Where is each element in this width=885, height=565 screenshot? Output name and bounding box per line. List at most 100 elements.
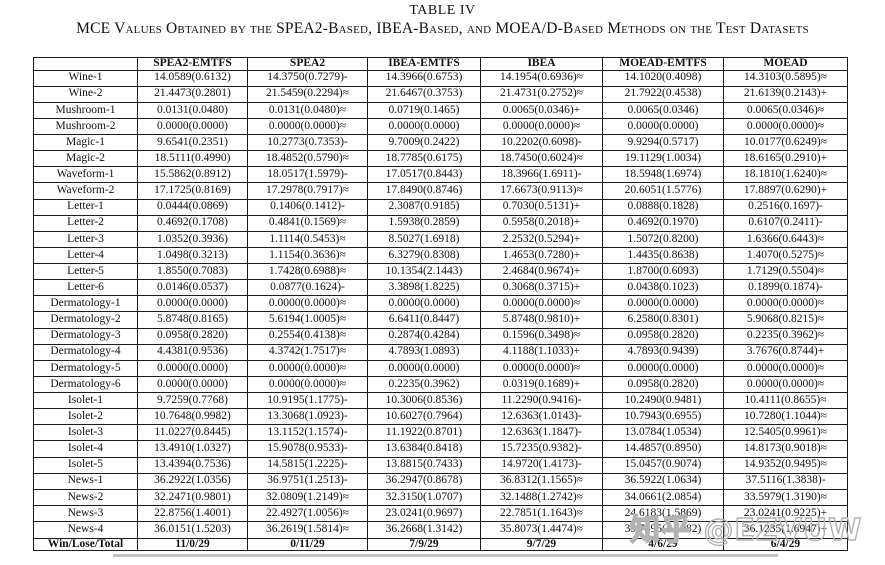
value-cell: 0.2516(0.1697)- bbox=[723, 198, 848, 216]
value-cell: 6.6411(0.8447) bbox=[367, 311, 481, 329]
footer-cell: 6/4/29 bbox=[723, 537, 848, 551]
value-cell: 18.6165(0.2910)+ bbox=[723, 150, 848, 168]
value-cell: 0.0000(0.0000) bbox=[602, 359, 724, 377]
value-cell: 32.2471(0.9801) bbox=[137, 488, 248, 506]
value-cell: 10.2773(0.7353)- bbox=[247, 133, 368, 152]
value-cell: 0.0000(0.0000)≈ bbox=[480, 117, 603, 136]
results-table: SPEA2-EMTFS SPEA2 IBEA-EMTFS IBEA MOEAD-EMTF… bbox=[33, 57, 848, 551]
value-cell: 0.0000(0.0000) bbox=[367, 359, 481, 377]
value-cell: 9.7009(0.2422) bbox=[367, 133, 481, 152]
value-cell: 5.6194(1.0005)≈ bbox=[247, 311, 368, 329]
row-label: Magic-2 bbox=[33, 150, 138, 168]
value-cell: 18.3966(1.6911)- bbox=[480, 166, 603, 184]
value-cell: 17.8490(0.8746) bbox=[367, 182, 481, 200]
table-row: Dermatology-2 5.8748(0.8165) 5.6194(1.0005… bbox=[33, 311, 848, 329]
table-row: Isolet-3 11.0227(0.8445) 13.1152(1.1574)- 1… bbox=[33, 424, 848, 442]
column-header: SPEA2-EMTFS bbox=[137, 57, 248, 71]
footer-row: Win/Lose/Total 11/0/29 0/11/29 7/9/29 9/7/29… bbox=[33, 537, 848, 551]
value-cell: 10.1354(2.1443) bbox=[367, 262, 481, 281]
row-label: Isolet-3 bbox=[33, 424, 138, 442]
table-row: Isolet-5 13.4394(0.7536) 14.5815(1.2225)- 1… bbox=[33, 456, 848, 474]
value-cell: 8.5027(1.6918) bbox=[367, 230, 481, 248]
value-cell: 11.0227(0.8445) bbox=[137, 424, 248, 442]
value-cell: 1.4435(0.8638) bbox=[602, 246, 724, 265]
value-cell: 0.0719(0.1465) bbox=[367, 101, 481, 119]
value-cell: 0.0000(0.0000)≈ bbox=[723, 295, 848, 313]
value-cell: 21.4473(0.2801) bbox=[137, 85, 248, 103]
table-row: Dermatology-5 0.0000(0.0000) 0.0000(0.0000… bbox=[33, 359, 848, 377]
value-cell: 1.7129(0.5504)≈ bbox=[723, 262, 848, 281]
value-cell: 36.8312(1.1565)≈ bbox=[480, 472, 603, 490]
value-cell: 0.3068(0.3715)+ bbox=[480, 279, 603, 297]
table-row: Letter-1 0.0444(0.0869) 0.1406(0.1412)- 2.3… bbox=[33, 198, 848, 216]
table-row: Mushroom-1 0.0131(0.0480) 0.0131(0.0480)≈ 0… bbox=[33, 101, 848, 119]
table-row: Wine-1 14.0589(0.6132) 14.3750(0.7279)- 14.… bbox=[33, 69, 848, 87]
value-cell: 0.0000(0.0000)≈ bbox=[247, 295, 368, 313]
value-cell: 22.8756(1.4001) bbox=[137, 504, 248, 523]
value-cell: 18.7450(0.6024)≈ bbox=[480, 150, 603, 168]
value-cell: 23.0241(0.9225)+ bbox=[723, 504, 848, 523]
value-cell: 0.0131(0.0480)≈ bbox=[247, 101, 368, 119]
value-cell: 13.6384(0.8418) bbox=[367, 440, 481, 458]
value-cell: 0.5958(0.2018)+ bbox=[480, 214, 603, 232]
value-cell: 0.0438(0.1023) bbox=[602, 279, 724, 297]
row-label: Wine-2 bbox=[33, 85, 138, 103]
value-cell: 10.3006(0.8536) bbox=[367, 391, 481, 410]
row-label: Mushroom-1 bbox=[33, 101, 138, 119]
row-label: Mushroom-2 bbox=[33, 117, 138, 136]
value-cell: 11.2290(0.9416)- bbox=[480, 391, 603, 410]
row-label: Letter-4 bbox=[33, 246, 138, 265]
value-cell: 2.4684(0.9674)+ bbox=[480, 262, 603, 281]
row-label: Isolet-2 bbox=[33, 408, 138, 426]
value-cell: 0.2554(0.4138)≈ bbox=[247, 327, 368, 345]
value-cell: 0.0000(0.0000)≈ bbox=[723, 359, 848, 377]
value-cell: 1.5938(0.2859) bbox=[367, 214, 481, 232]
value-cell: 0.0877(0.1624)- bbox=[247, 279, 368, 297]
value-cell: 1.5072(0.8200) bbox=[602, 230, 724, 248]
value-cell: 36.2947(0.8678) bbox=[367, 472, 481, 490]
value-cell: 10.4111(0.8655)≈ bbox=[723, 391, 848, 410]
value-cell: 36.2668(1.3142) bbox=[367, 521, 481, 539]
value-cell: 36.2922(1.0356) bbox=[137, 472, 248, 490]
value-cell: 5.9068(0.8215)≈ bbox=[723, 311, 848, 329]
value-cell: 0.0065(0.0346)+ bbox=[480, 101, 603, 119]
value-cell: 0.0000(0.0000) bbox=[137, 359, 248, 377]
value-cell: 32.1488(1.2742)≈ bbox=[480, 488, 603, 506]
value-cell: 0.0000(0.0000) bbox=[137, 375, 248, 394]
value-cell: 0.2235(0.3962) bbox=[367, 375, 481, 394]
value-cell: 0.0000(0.0000) bbox=[137, 117, 248, 136]
value-cell: 32.0809(1.2149)≈ bbox=[247, 488, 368, 506]
table-body: Wine-1 14.0589(0.6132) 14.3750(0.7279)- 14.… bbox=[33, 69, 848, 539]
table-row: Letter-2 0.4692(0.1708) 0.4841(0.1569)≈ 1.5… bbox=[33, 214, 848, 232]
value-cell: 20.6051(1.5776) bbox=[602, 182, 724, 200]
value-cell: 1.7428(0.6988)≈ bbox=[247, 262, 368, 281]
value-cell: 6.2580(0.8301) bbox=[602, 311, 724, 329]
row-label: Letter-1 bbox=[33, 198, 138, 216]
value-cell: 39.7395(1.5982) bbox=[602, 521, 724, 539]
value-cell: 13.4910(1.0327) bbox=[137, 440, 248, 458]
table-row: News-3 22.8756(1.4001) 22.4927(1.0056)≈ 23.… bbox=[33, 504, 848, 523]
row-label: Dermatology-3 bbox=[33, 327, 138, 345]
value-cell: 0.0958(0.2820) bbox=[602, 375, 724, 394]
column-header bbox=[33, 57, 138, 71]
table-row: Waveform-1 15.5862(0.8912) 18.0517(1.5979)… bbox=[33, 166, 848, 184]
row-label: News-4 bbox=[33, 521, 138, 539]
table-row: Dermatology-6 0.0000(0.0000) 0.0000(0.0000… bbox=[33, 375, 848, 394]
value-cell: 19.1129(1.0034) bbox=[602, 150, 724, 168]
value-cell: 14.3966(0.6753) bbox=[367, 69, 481, 87]
table-row: Magic-2 18.5111(0.4990) 18.4852(0.5790)≈ 18… bbox=[33, 150, 848, 168]
value-cell: 14.4857(0.8950) bbox=[602, 440, 724, 458]
row-label: News-2 bbox=[33, 488, 138, 506]
value-cell: 10.7943(0.6955) bbox=[602, 408, 724, 426]
value-cell: 0.0958(0.2820) bbox=[137, 327, 248, 345]
value-cell: 0.0000(0.0000)≈ bbox=[723, 117, 848, 136]
value-cell: 17.0517(0.8443) bbox=[367, 166, 481, 184]
value-cell: 1.8700(0.6093) bbox=[602, 262, 724, 281]
value-cell: 21.5459(0.2294)≈ bbox=[247, 85, 368, 103]
row-label: Dermatology-2 bbox=[33, 311, 138, 329]
table-row: News-2 32.2471(0.9801) 32.0809(1.2149)≈ 32.… bbox=[33, 488, 848, 506]
value-cell: 10.6027(0.7964) bbox=[367, 408, 481, 426]
value-cell: 0.1899(0.1874)- bbox=[723, 279, 848, 297]
value-cell: 9.9294(0.5717) bbox=[602, 133, 724, 152]
